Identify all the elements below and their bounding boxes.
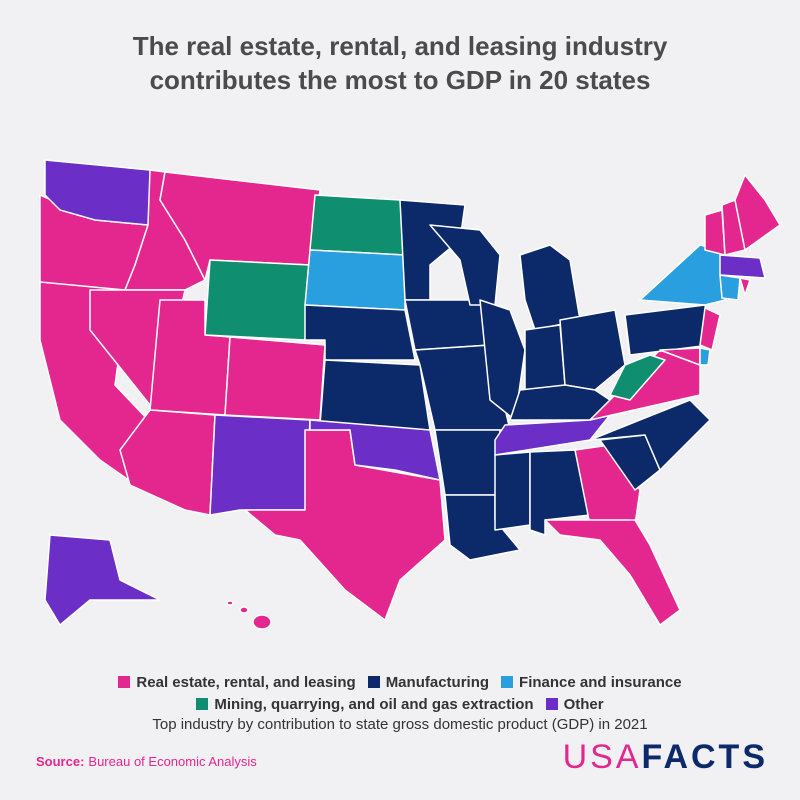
state [639,244,726,306]
source: Source: Bureau of Economic Analysis [36,754,257,769]
state [739,277,751,296]
state [44,534,161,626]
legend-label: Real estate, rental, and leasing [136,674,356,691]
state [319,359,431,431]
state [252,614,272,630]
legend-swatch [367,676,380,688]
state [304,249,406,311]
state [719,254,766,279]
legend-label: Manufacturing [385,674,490,691]
state [209,414,311,516]
legend-item: Finance and insurance [501,672,682,694]
state [494,451,531,531]
state [524,324,566,396]
legend-swatch [118,676,131,688]
states [39,159,781,630]
source-text: Bureau of Economic Analysis [88,754,257,769]
legend-swatch [501,676,514,688]
state [559,309,626,391]
legend-label: Other [563,696,604,713]
state [404,299,491,351]
state [429,224,501,306]
state [734,174,781,251]
legend-swatch [545,698,558,710]
state [589,399,711,471]
legend-item: Manufacturing [367,672,490,694]
legend-item: Other [545,694,604,716]
legend-swatch [196,698,209,710]
state [204,259,311,341]
title: The real estate, rental, and leasing ind… [132,31,668,95]
state [544,519,681,626]
legend-item: Mining, quarrying, and oil and gas extra… [196,694,534,716]
logo: USAFACTS [563,738,768,777]
legend-label: Mining, quarrying, and oil and gas extra… [214,696,534,713]
state [309,194,406,256]
state [699,307,721,351]
state [226,600,234,606]
state [239,606,249,614]
legend-caption: Top industry by contribution to state gr… [152,716,648,733]
state [224,336,326,421]
state [479,299,526,421]
source-label: Source: [36,754,85,769]
legend: Real estate, rental, and leasing Manufact… [40,672,760,716]
state [719,274,741,301]
logo-left: USA [562,738,642,776]
state [434,429,501,496]
logo-right: FACTS [641,738,768,776]
state [309,419,441,481]
legend-item: Real estate, rental, and leasing [118,672,356,694]
state [699,347,711,366]
state [609,354,666,401]
legend-label: Finance and insurance [519,674,682,691]
